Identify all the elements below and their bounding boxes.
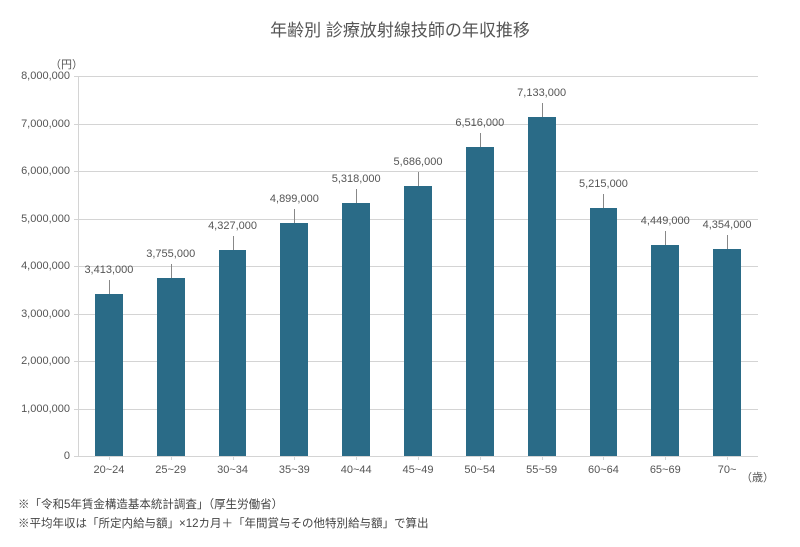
x-tickmark (665, 456, 666, 460)
x-tickmark (233, 456, 234, 460)
bar (157, 278, 185, 456)
value-label: 3,755,000 (146, 248, 195, 260)
footnote-2: ※平均年収は「所定内給与額」×12カ月＋「年間賞与その他特別給与額」で算出 (18, 515, 429, 533)
x-tick-label: 20~24 (93, 464, 124, 476)
x-tickmark (356, 456, 357, 460)
value-leader-line (727, 235, 728, 249)
x-tick-label: 25~29 (155, 464, 186, 476)
y-tick-label: 4,000,000 (0, 260, 70, 272)
y-tickmark (74, 171, 78, 172)
y-tick-label: 3,000,000 (0, 308, 70, 320)
bar (219, 250, 247, 456)
y-tick-label: 0 (0, 450, 70, 462)
plot-area: 3,413,00020~243,755,00025~294,327,00030~… (78, 76, 758, 456)
y-tick-label: 6,000,000 (0, 165, 70, 177)
bar (342, 203, 370, 456)
value-leader-line (356, 189, 357, 203)
x-tickmark (480, 456, 481, 460)
bar (466, 147, 494, 457)
y-tickmark (74, 456, 78, 457)
x-tick-label: 50~54 (464, 464, 495, 476)
bar (95, 294, 123, 456)
x-tickmark (171, 456, 172, 460)
bar (528, 117, 556, 456)
y-tickmark (74, 124, 78, 125)
x-tick-label: 45~49 (403, 464, 434, 476)
x-axis-unit: （歳） (741, 469, 774, 485)
value-leader-line (109, 280, 110, 294)
y-tick-label: 2,000,000 (0, 355, 70, 367)
value-label: 4,899,000 (270, 193, 319, 205)
value-leader-line (233, 236, 234, 250)
value-label: 4,354,000 (703, 219, 752, 231)
bar (713, 249, 741, 456)
y-tickmark (74, 409, 78, 410)
value-leader-line (665, 231, 666, 245)
x-tick-label: 70~ (718, 464, 737, 476)
x-tick-label: 40~44 (341, 464, 372, 476)
bars-container: 3,413,00020~243,755,00025~294,327,00030~… (78, 76, 758, 456)
value-leader-line (603, 194, 604, 208)
x-tickmark (727, 456, 728, 460)
value-label: 4,449,000 (641, 215, 690, 227)
y-tick-label: 5,000,000 (0, 213, 70, 225)
value-label: 4,327,000 (208, 220, 257, 232)
footnotes: ※「令和5年賃金構造基本統計調査」（厚生労働省） ※平均年収は「所定内給与額」×… (18, 496, 429, 533)
y-tickmark (74, 76, 78, 77)
y-tickmark (74, 219, 78, 220)
value-leader-line (418, 172, 419, 186)
x-tick-label: 55~59 (526, 464, 557, 476)
value-label: 7,133,000 (517, 87, 566, 99)
footnote-1: ※「令和5年賃金構造基本統計調査」（厚生労働省） (18, 496, 429, 514)
value-label: 6,516,000 (455, 117, 504, 129)
y-tickmark (74, 266, 78, 267)
y-tickmark (74, 361, 78, 362)
value-leader-line (542, 103, 543, 117)
x-tick-label: 60~64 (588, 464, 619, 476)
bar (404, 186, 432, 456)
x-tickmark (542, 456, 543, 460)
x-tickmark (294, 456, 295, 460)
value-leader-line (294, 209, 295, 223)
bar (280, 223, 308, 456)
value-label: 3,413,000 (84, 264, 133, 276)
x-tick-label: 30~34 (217, 464, 248, 476)
y-tick-label: 1,000,000 (0, 403, 70, 415)
x-tickmark (418, 456, 419, 460)
bar (590, 208, 618, 456)
x-tickmark (603, 456, 604, 460)
value-label: 5,318,000 (332, 173, 381, 185)
y-tickmark (74, 314, 78, 315)
x-tickmark (109, 456, 110, 460)
y-tick-label: 7,000,000 (0, 118, 70, 130)
bar (651, 245, 679, 456)
value-leader-line (480, 133, 481, 147)
value-label: 5,686,000 (394, 156, 443, 168)
value-leader-line (171, 264, 172, 278)
y-tick-label: 8,000,000 (0, 70, 70, 82)
x-tick-label: 35~39 (279, 464, 310, 476)
x-tick-label: 65~69 (650, 464, 681, 476)
value-label: 5,215,000 (579, 178, 628, 190)
chart-title: 年齢別 診療放射線技師の年収推移 (0, 0, 800, 49)
